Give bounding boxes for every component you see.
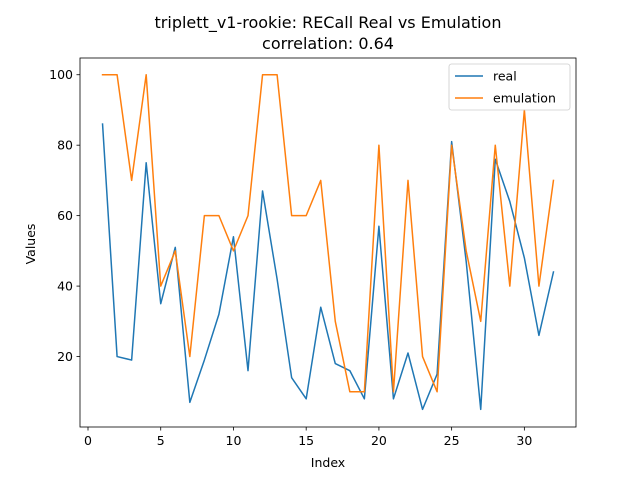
series-line-emulation xyxy=(101,73,555,393)
y-tick-label: 40 xyxy=(57,279,73,294)
x-axis-label: Index xyxy=(311,455,345,470)
x-tick-label: 0 xyxy=(84,433,92,448)
x-tick-label: 20 xyxy=(371,433,387,448)
chart-title: triplett_v1-rookie: RECall Real vs Emula… xyxy=(155,13,502,33)
y-axis-label: Values xyxy=(23,224,38,265)
y-tick-label: 80 xyxy=(57,138,73,153)
x-tick-label: 5 xyxy=(157,433,165,448)
y-tick-label: 100 xyxy=(49,67,73,82)
chart-subtitle: correlation: 0.64 xyxy=(262,34,394,53)
legend-label-emulation: emulation xyxy=(493,91,556,106)
x-tick-label: 10 xyxy=(226,433,242,448)
axes-frame xyxy=(79,57,577,428)
plot-area: 0 5 10 15 20 25 30 20 40 60 80 100 xyxy=(49,57,577,448)
x-tick-label: 15 xyxy=(298,433,314,448)
y-tick-label: 60 xyxy=(57,208,73,223)
legend: real emulation xyxy=(448,63,571,111)
x-tick-label: 25 xyxy=(444,433,460,448)
x-tick-label: 30 xyxy=(516,433,532,448)
legend-label-real: real xyxy=(493,69,517,84)
y-tick-label: 20 xyxy=(57,349,73,364)
